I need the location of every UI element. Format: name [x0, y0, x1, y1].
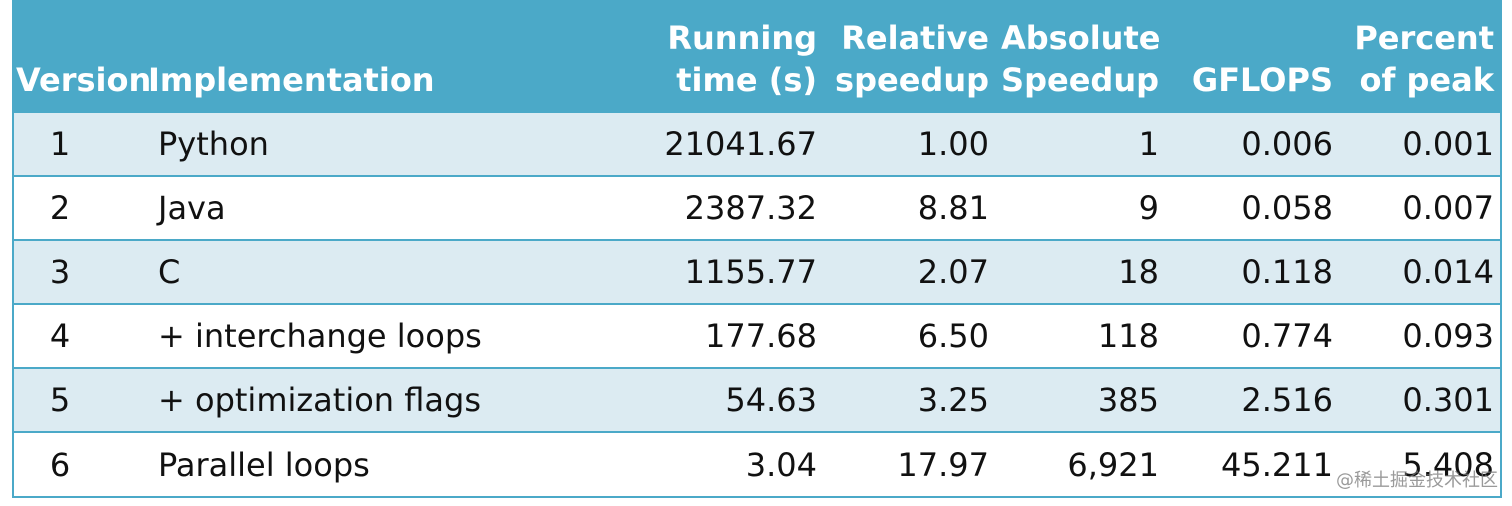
table-row: 6 Parallel loops 3.04 17.97 6,921 45.211… — [12, 432, 1500, 496]
header-percent-of-peak: Percent of peak — [1354, 19, 1494, 99]
cell-absolute-speedup: 9 — [1138, 189, 1159, 227]
cell-percent-of-peak: 0.093 — [1402, 317, 1494, 355]
cell-version: 5 — [49, 381, 71, 419]
cell-gflops: 0.118 — [1241, 253, 1333, 291]
performance-table: Version Implementation Running time (s) R… — [12, 0, 1500, 496]
header-absolute-speedup: Absolute Speedup — [1001, 19, 1161, 99]
cell-running-time: 177.68 — [705, 317, 817, 355]
cell-relative-speedup: 3.25 — [917, 381, 989, 419]
header-running-time: Running time (s) — [667, 19, 817, 99]
cell-percent-of-peak: 0.001 — [1402, 125, 1494, 163]
header-implementation: Implementation — [148, 61, 435, 99]
cell-absolute-speedup: 385 — [1097, 381, 1159, 419]
cell-gflops: 0.006 — [1241, 125, 1333, 163]
cell-gflops: 0.774 — [1241, 317, 1333, 355]
cell-absolute-speedup: 6,921 — [1067, 445, 1159, 484]
cell-relative-speedup: 1.00 — [917, 125, 989, 163]
cell-implementation: Python — [158, 125, 269, 163]
header-version: Version — [16, 61, 152, 99]
cell-running-time: 3.04 — [745, 445, 817, 484]
cell-gflops: 0.058 — [1241, 189, 1333, 227]
cell-version: 1 — [49, 125, 71, 163]
cell-gflops: 45.211 — [1221, 445, 1333, 484]
table-row: 5 + optimization flags 54.63 3.25 385 2.… — [12, 368, 1500, 432]
table-row: 1 Python 21041.67 1.00 1 0.006 0.001 — [12, 112, 1500, 176]
cell-absolute-speedup: 1 — [1138, 125, 1159, 163]
cell-percent-of-peak: 0.007 — [1402, 189, 1494, 227]
header-gflops: GFLOPS — [1191, 61, 1333, 99]
watermark: @稀土掘金技术社区 — [1336, 470, 1498, 491]
cell-running-time: 2387.32 — [684, 189, 817, 227]
table-header-row: Version Implementation Running time (s) R… — [12, 0, 1500, 112]
cell-absolute-speedup: 118 — [1097, 317, 1159, 355]
table-row: 4 + interchange loops 177.68 6.50 118 0.… — [12, 304, 1500, 368]
header-relative-speedup: Relative speedup — [835, 19, 989, 99]
cell-relative-speedup: 2.07 — [917, 253, 989, 291]
cell-percent-of-peak: 0.014 — [1402, 253, 1494, 291]
cell-relative-speedup: 8.81 — [917, 189, 989, 227]
cell-version: 6 — [49, 445, 71, 484]
table-row: 3 C 1155.77 2.07 18 0.118 0.014 — [12, 240, 1500, 304]
cell-version: 2 — [49, 189, 71, 227]
cell-running-time: 54.63 — [725, 381, 817, 419]
cell-percent-of-peak: 5.408 — [1402, 445, 1494, 484]
table-row: 2 Java 2387.32 8.81 9 0.058 0.007 — [12, 176, 1500, 240]
cell-version: 3 — [49, 253, 71, 291]
cell-implementation: Parallel loops — [158, 445, 370, 484]
cell-relative-speedup: 17.97 — [897, 445, 989, 484]
cell-implementation: Java — [158, 189, 226, 227]
performance-table-container: Version Implementation Running time (s) R… — [12, 0, 1500, 498]
cell-implementation: + optimization flags — [158, 381, 481, 419]
cell-gflops: 2.516 — [1241, 381, 1333, 419]
cell-version: 4 — [49, 317, 71, 355]
cell-implementation: + interchange loops — [158, 317, 482, 355]
cell-implementation: C — [158, 253, 181, 291]
cell-absolute-speedup: 18 — [1118, 253, 1159, 291]
cell-relative-speedup: 6.50 — [917, 317, 989, 355]
cell-running-time: 1155.77 — [684, 253, 817, 291]
cell-running-time: 21041.67 — [664, 125, 817, 163]
cell-percent-of-peak: 0.301 — [1402, 381, 1494, 419]
